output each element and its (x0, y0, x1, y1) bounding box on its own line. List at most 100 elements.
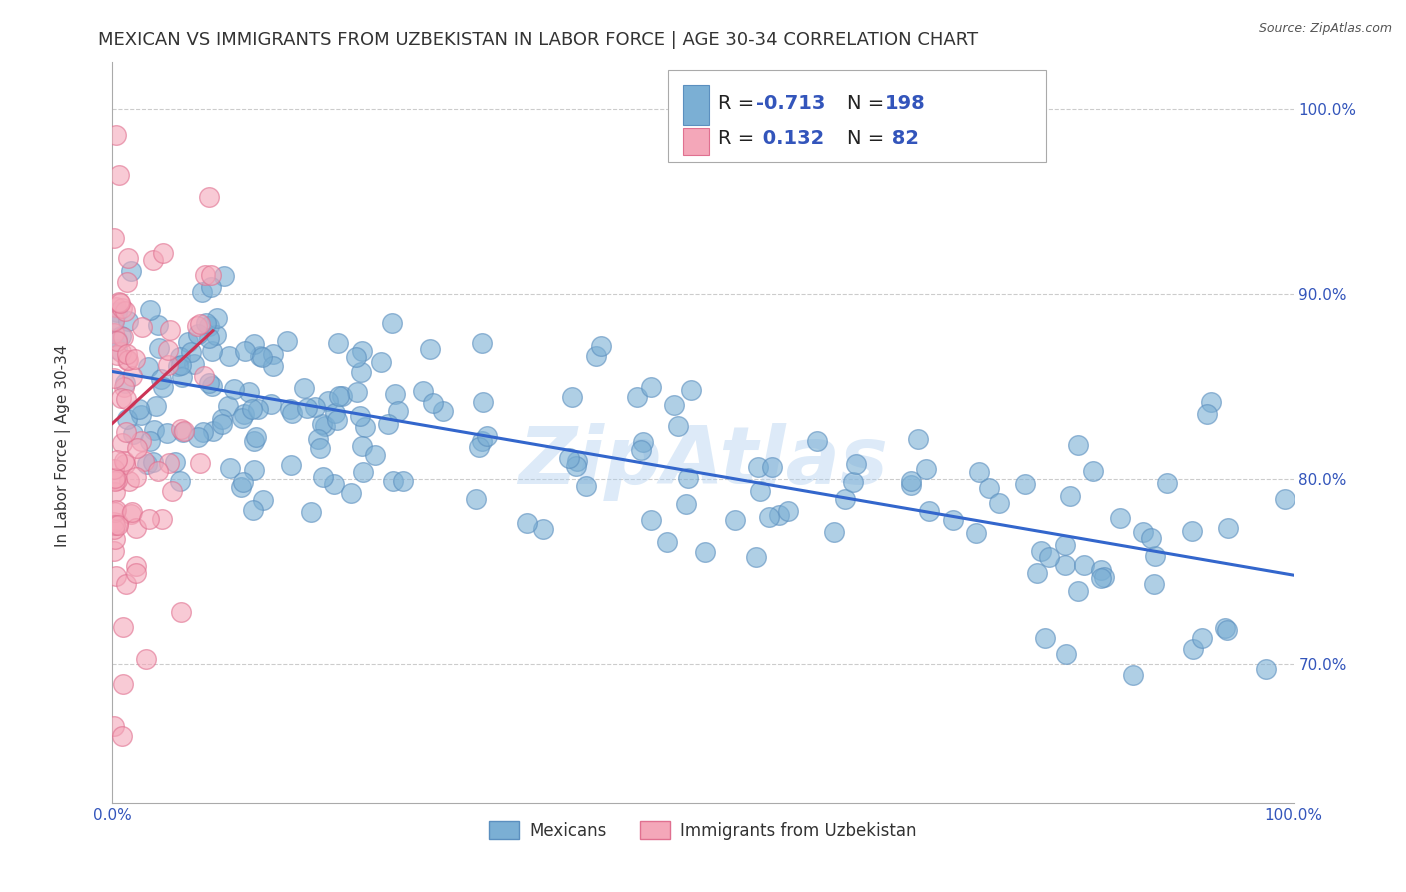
Point (965, 526, 987, 541)
Point (468, 440, 491, 454)
Point (105, 503, 128, 517)
Text: N =: N = (846, 129, 890, 148)
Point (675, 497, 697, 511)
Point (105, 452, 128, 467)
Point (103, 522, 125, 536)
Point (349, 409, 371, 423)
Point (134, 454, 156, 468)
FancyBboxPatch shape (668, 70, 1046, 162)
Point (350, 365, 373, 379)
Point (1059, 489, 1081, 503)
Point (340, 485, 363, 500)
Point (136, 359, 159, 374)
Point (218, 460, 240, 475)
Point (111, 677, 134, 691)
Point (150, 372, 173, 386)
Point (243, 462, 266, 476)
Point (1199, 395, 1222, 409)
Point (231, 480, 253, 494)
Point (245, 430, 267, 444)
Point (471, 395, 494, 409)
Bar (683, 128, 709, 155)
Point (194, 316, 217, 330)
Point (1014, 476, 1036, 491)
Point (114, 376, 136, 391)
Point (173, 424, 195, 438)
Point (352, 466, 374, 480)
Point (103, 516, 125, 530)
Point (323, 406, 346, 420)
Point (249, 349, 271, 363)
Point (1067, 583, 1090, 598)
Point (120, 264, 142, 278)
Point (233, 343, 256, 358)
Point (177, 335, 200, 350)
Point (169, 474, 191, 488)
Point (115, 576, 138, 591)
Point (323, 477, 346, 491)
Point (252, 493, 274, 508)
Point (328, 389, 350, 403)
Point (115, 353, 138, 368)
Point (1090, 571, 1112, 585)
Point (567, 454, 589, 468)
Point (150, 512, 173, 526)
Point (108, 296, 131, 310)
Point (655, 534, 678, 549)
Point (135, 457, 157, 471)
Text: ZipAtlas: ZipAtlas (517, 423, 889, 501)
Point (1274, 491, 1296, 506)
Point (967, 465, 990, 479)
Point (217, 399, 239, 413)
Point (1213, 622, 1236, 636)
Point (1067, 438, 1090, 452)
Point (1216, 623, 1239, 637)
Point (907, 432, 929, 446)
Point (142, 423, 165, 437)
Point (125, 559, 148, 574)
Point (280, 458, 302, 472)
Point (111, 436, 134, 450)
Point (942, 513, 965, 527)
Point (166, 359, 188, 373)
Point (211, 417, 233, 431)
Point (1054, 538, 1077, 552)
Point (977, 481, 1000, 495)
Point (121, 427, 143, 442)
Point (105, 343, 128, 357)
Point (112, 380, 135, 394)
Point (387, 404, 409, 418)
Point (314, 418, 336, 433)
Text: N =: N = (846, 95, 890, 113)
Point (146, 318, 169, 332)
Point (214, 269, 236, 284)
Point (558, 450, 581, 465)
Point (758, 510, 780, 524)
Point (172, 370, 194, 384)
Point (723, 513, 745, 527)
Point (139, 434, 162, 449)
Point (188, 456, 211, 470)
Point (1109, 511, 1132, 525)
Point (125, 566, 148, 581)
Point (146, 464, 169, 478)
Point (276, 334, 298, 349)
Point (565, 458, 588, 473)
Point (918, 504, 941, 518)
Point (110, 345, 132, 359)
Point (103, 371, 125, 385)
Text: 198: 198 (884, 95, 925, 113)
Point (159, 323, 181, 337)
Point (180, 345, 202, 359)
Point (231, 411, 253, 425)
Point (115, 392, 138, 407)
Point (915, 462, 938, 476)
Point (250, 351, 273, 365)
Point (834, 491, 856, 506)
Point (110, 391, 132, 405)
Point (350, 439, 373, 453)
Point (112, 454, 135, 468)
Text: 0.132: 0.132 (756, 129, 824, 148)
Point (1254, 661, 1277, 675)
Point (681, 383, 703, 397)
